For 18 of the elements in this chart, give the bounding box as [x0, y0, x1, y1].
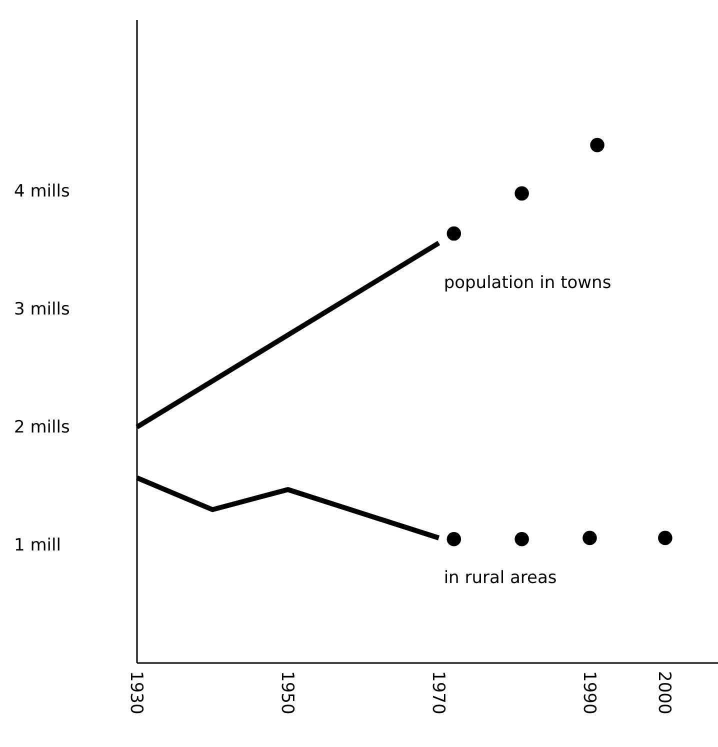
point [582, 530, 597, 546]
y-tick-label: 1 mill [14, 535, 61, 556]
point [446, 532, 462, 546]
point [514, 532, 529, 546]
y-tick-label: 4 mills [14, 182, 70, 202]
point [658, 530, 672, 546]
y-tick-label: 3 mills [14, 299, 70, 320]
y-tick-label: 2 mills [14, 417, 70, 438]
point [514, 186, 529, 201]
x-tick-label: 1990 [578, 671, 599, 714]
x-tick-label: 2000 [654, 671, 674, 714]
series-label: in rural areas [444, 568, 557, 588]
x-tick-label: 1970 [428, 671, 448, 714]
point [590, 138, 604, 152]
x-tick-label: 1930 [126, 671, 146, 714]
point [446, 226, 462, 241]
x-tick-label: 1950 [276, 671, 297, 714]
series-label: population in towns [444, 272, 612, 293]
